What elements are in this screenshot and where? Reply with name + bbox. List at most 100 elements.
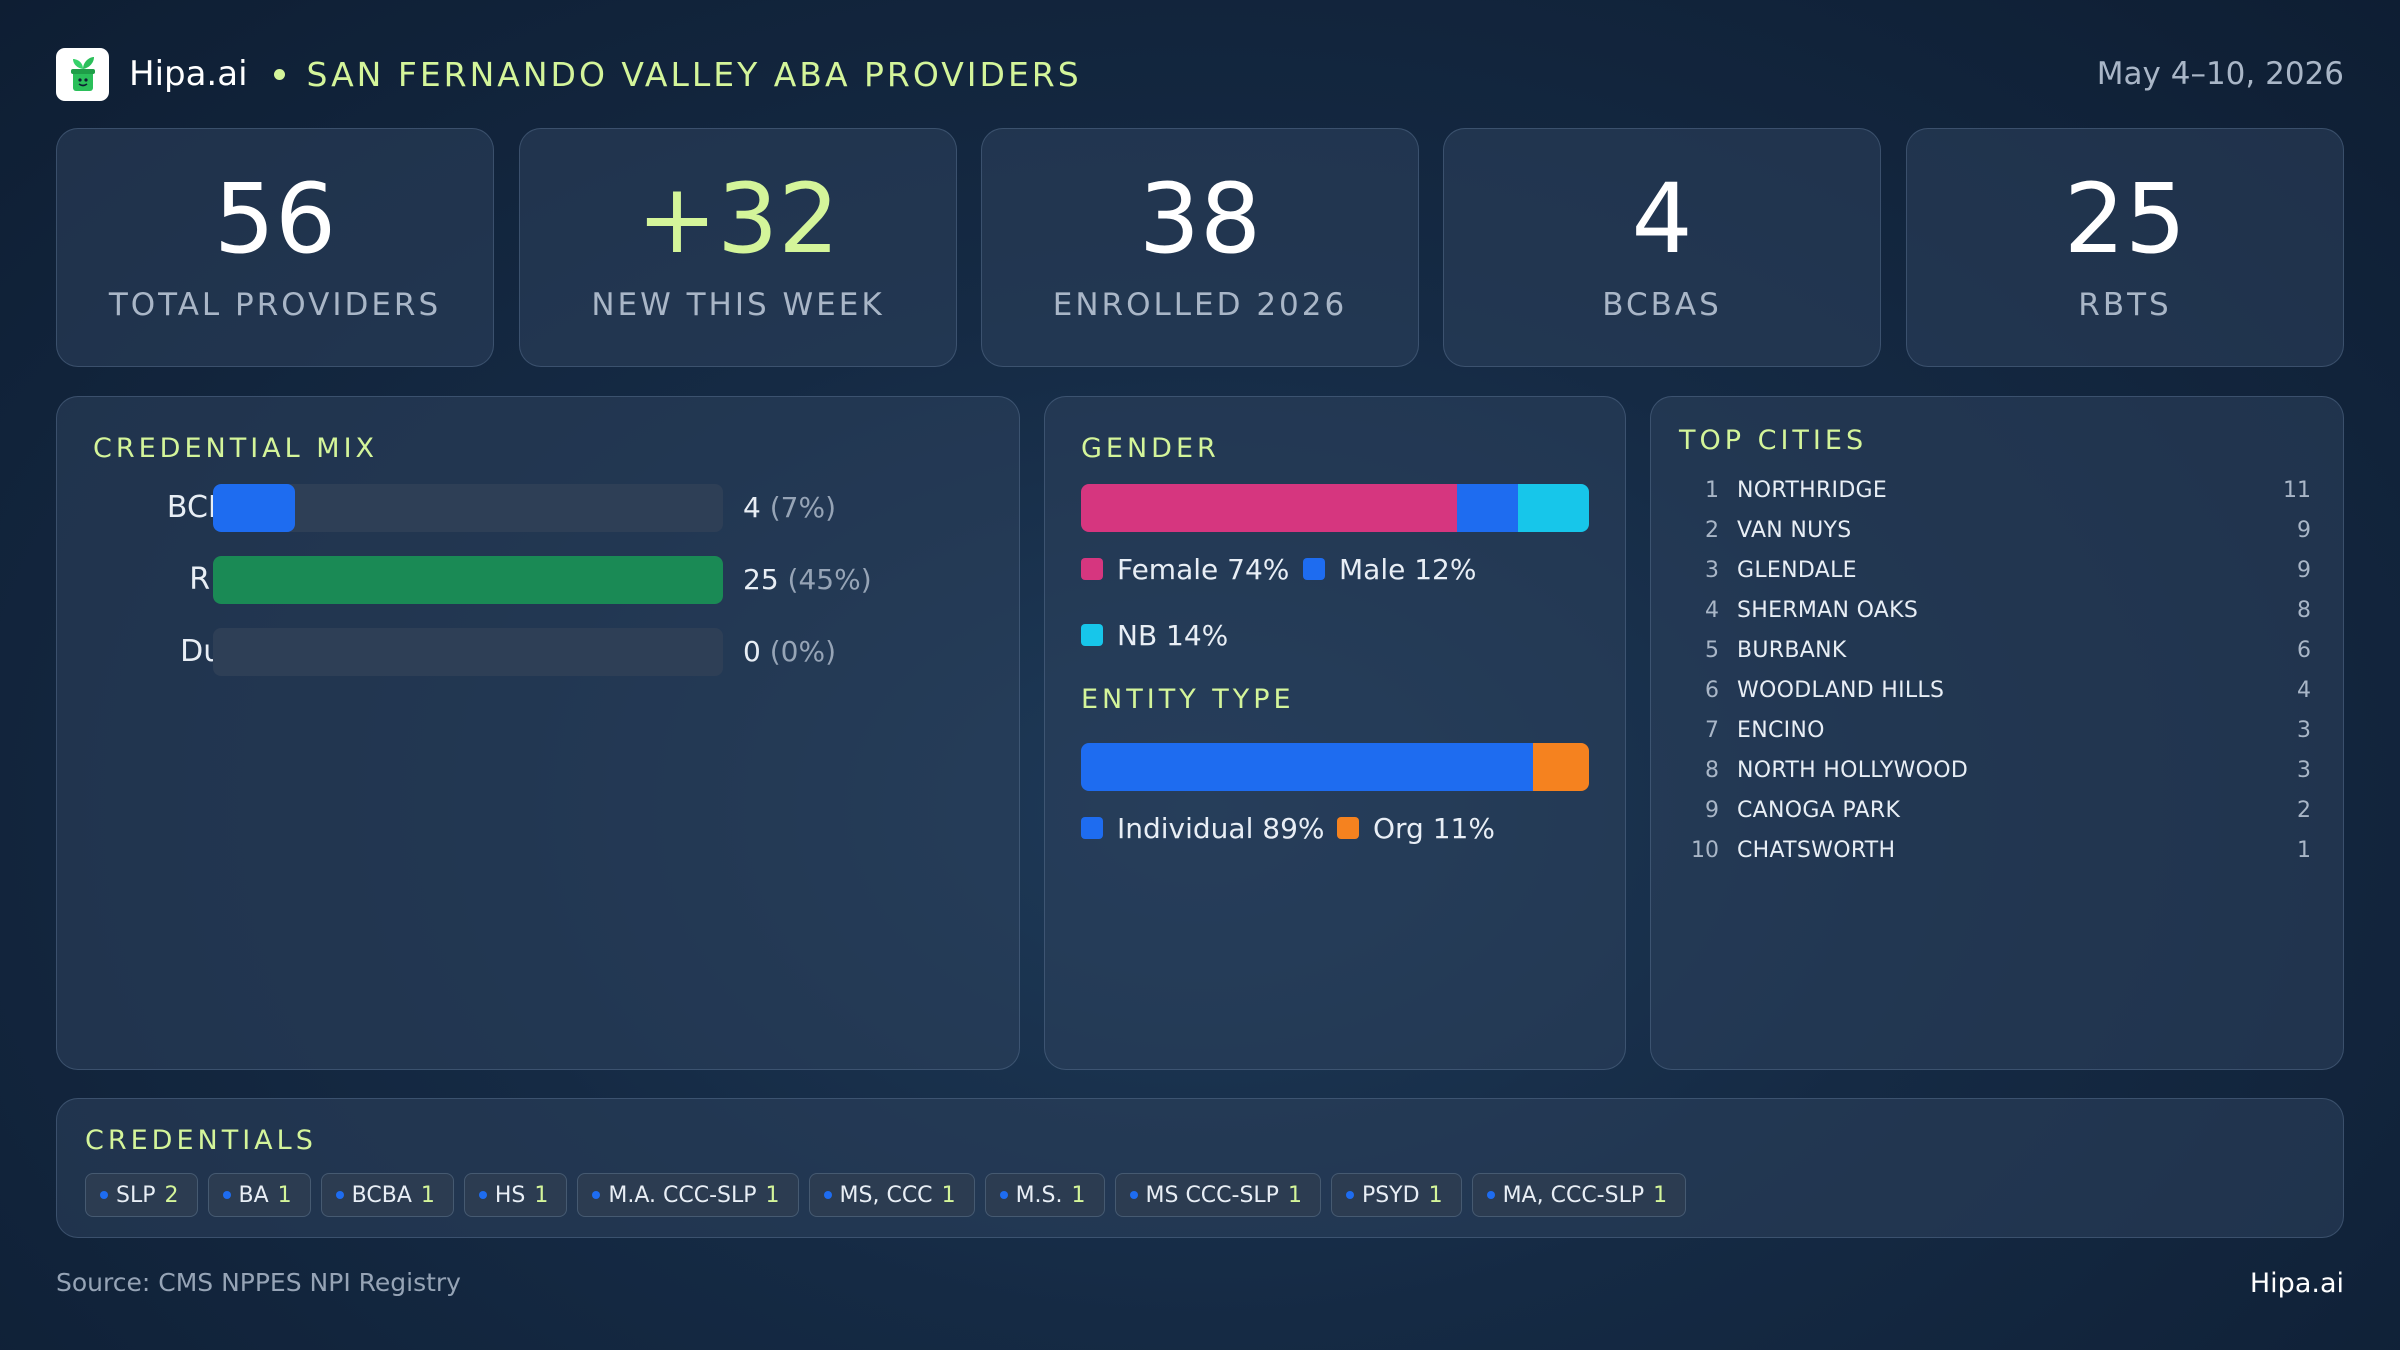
city-row: 5 BURBANK 6 bbox=[1679, 631, 2311, 671]
credential-chip: M.S. 1 bbox=[984, 1173, 1105, 1217]
city-name: CHATSWORTH bbox=[1737, 838, 1896, 863]
city-row: 9 CANOGA PARK 2 bbox=[1679, 791, 2311, 831]
credential-bar-track bbox=[213, 556, 723, 604]
city-name: BURBANK bbox=[1737, 638, 1847, 663]
stat-label: RBTS bbox=[2078, 287, 2172, 323]
chip-count: 1 bbox=[420, 1182, 435, 1208]
city-count: 2 bbox=[2297, 798, 2311, 823]
stat-label: ENROLLED 2026 bbox=[1052, 287, 1348, 323]
top-cities-panel: TOP CITIES 1 NORTHRIDGE 11 2 VAN NUYS 9 3 GLE… bbox=[1650, 396, 2344, 1070]
city-count: 9 bbox=[2297, 558, 2311, 583]
chip-label: BA bbox=[238, 1182, 269, 1208]
city-name: SHERMAN OAKS bbox=[1737, 598, 1919, 623]
data-source: Source: CMS NPPES NPI Registry bbox=[56, 1268, 461, 1297]
credential-row-rbt: RBT 25 (45%) bbox=[57, 556, 1057, 604]
brand-name: Hipa.ai bbox=[129, 54, 248, 94]
chip-count: 1 bbox=[765, 1182, 780, 1208]
chip-label: M.A. CCC-SLP bbox=[608, 1182, 757, 1208]
header: Hipa.ai SAN FERNANDO VALLEY ABA PROVIDER… bbox=[56, 46, 2344, 102]
chip-label: M.S. bbox=[1015, 1182, 1063, 1208]
entity-type-segment bbox=[1533, 743, 1589, 791]
footer-brand: Hipa.ai bbox=[2249, 1268, 2344, 1299]
credential-chip-list: SLP 2 BA 1 BCBA 1 HS 1 M.A. CCC-SLP 1 MS, CCC 1 M.S.… bbox=[85, 1173, 1687, 1217]
legend-label: Org 11% bbox=[1373, 811, 1495, 845]
city-count: 6 bbox=[2297, 638, 2311, 663]
city-row: 3 GLENDALE 9 bbox=[1679, 551, 2311, 591]
legend-swatch bbox=[1081, 558, 1103, 580]
credential-chip: MA, CCC-SLP 1 bbox=[1471, 1173, 1687, 1217]
chip-label: BCBA bbox=[351, 1182, 412, 1208]
gender-segment bbox=[1081, 484, 1457, 532]
gender-title: GENDER bbox=[1081, 433, 1220, 464]
chip-count: 1 bbox=[534, 1182, 549, 1208]
chip-dot bbox=[222, 1191, 231, 1199]
legend-male: Male 12% bbox=[1303, 551, 1476, 587]
chip-dot bbox=[999, 1191, 1008, 1199]
city-row: 7 ENCINO 3 bbox=[1679, 711, 2311, 751]
city-count: 8 bbox=[2297, 598, 2311, 623]
credential-chip: PSYD 1 bbox=[1330, 1173, 1462, 1217]
city-name: NORTH HOLLYWOOD bbox=[1737, 758, 1969, 783]
entity-type-segment bbox=[1081, 743, 1534, 791]
chip-label: MS, CCC bbox=[839, 1182, 933, 1208]
city-count: 4 bbox=[2297, 678, 2311, 703]
chip-dot bbox=[100, 1191, 108, 1199]
credential-count: 4 bbox=[743, 491, 761, 524]
chip-dot bbox=[592, 1191, 601, 1199]
city-name: CANOGA PARK bbox=[1737, 798, 1901, 823]
legend-label: NB 14% bbox=[1117, 618, 1229, 652]
top-cities-title: TOP CITIES bbox=[1679, 425, 1868, 456]
page-title: SAN FERNANDO VALLEY ABA PROVIDERS bbox=[306, 54, 1082, 94]
city-rank: 6 bbox=[1705, 678, 1719, 703]
legend-swatch bbox=[1081, 624, 1103, 646]
city-name: GLENDALE bbox=[1737, 558, 1857, 583]
stat-label: NEW THIS WEEK bbox=[591, 287, 885, 323]
city-row: 1 NORTHRIDGE 11 bbox=[1679, 471, 2311, 511]
credential-chip: BA 1 bbox=[207, 1173, 311, 1217]
credential-percent: (45%) bbox=[787, 563, 872, 596]
chip-dot bbox=[335, 1191, 344, 1199]
credential-percent: (0%) bbox=[769, 635, 837, 668]
chip-dot bbox=[1486, 1191, 1495, 1199]
credential-chip: BCBA 1 bbox=[320, 1173, 454, 1217]
city-rank: 3 bbox=[1705, 558, 1719, 583]
chip-count: 1 bbox=[1653, 1182, 1668, 1208]
stat-card-enrolled-2026: 38 ENROLLED 2026 bbox=[981, 128, 1419, 367]
city-rank: 10 bbox=[1691, 838, 1719, 863]
credential-value: 25 (45%) bbox=[743, 556, 872, 604]
chip-label: PSYD bbox=[1361, 1182, 1420, 1208]
stat-value: 25 bbox=[2063, 163, 2187, 275]
stat-card-bcbas: 4 BCBAS bbox=[1443, 128, 1881, 367]
stat-value: 38 bbox=[1138, 163, 1262, 275]
credential-bar-track bbox=[213, 628, 723, 676]
city-rank: 5 bbox=[1705, 638, 1719, 663]
legend-nb: NB 14% bbox=[1081, 617, 1228, 653]
city-rank: 4 bbox=[1705, 598, 1719, 623]
chip-dot bbox=[478, 1191, 487, 1199]
city-rank: 7 bbox=[1705, 718, 1719, 743]
city-name: VAN NUYS bbox=[1737, 518, 1852, 543]
city-row: 4 SHERMAN OAKS 8 bbox=[1679, 591, 2311, 631]
credential-value: 0 (0%) bbox=[743, 628, 836, 676]
city-row: 2 VAN NUYS 9 bbox=[1679, 511, 2311, 551]
legend-swatch bbox=[1081, 817, 1103, 839]
stat-value: 4 bbox=[1631, 163, 1693, 275]
stat-label: TOTAL PROVIDERS bbox=[108, 287, 442, 323]
credential-value: 4 (7%) bbox=[743, 484, 836, 532]
logo bbox=[56, 47, 109, 101]
city-row: 6 WOODLAND HILLS 4 bbox=[1679, 671, 2311, 711]
credential-count: 25 bbox=[743, 563, 779, 596]
legend-label: Female 74% bbox=[1117, 552, 1290, 586]
credentials-panel: CREDENTIALS SLP 2 BA 1 BCBA 1 HS 1 M.A. CCC-SLP 1… bbox=[56, 1098, 2344, 1238]
city-count: 11 bbox=[2283, 478, 2311, 503]
credential-chip: MS CCC-SLP 1 bbox=[1114, 1173, 1321, 1217]
city-rank: 8 bbox=[1705, 758, 1719, 783]
chip-count: 2 bbox=[164, 1182, 179, 1208]
gender-segment bbox=[1517, 484, 1589, 532]
stat-label: BCBAS bbox=[1602, 287, 1722, 323]
stat-card-new-this-week: +32 NEW THIS WEEK bbox=[519, 128, 957, 367]
chip-dot bbox=[823, 1191, 832, 1199]
city-rank: 9 bbox=[1705, 798, 1719, 823]
stat-card-rbts: 25 RBTS bbox=[1906, 128, 2344, 367]
legend-individual: Individual 89% bbox=[1081, 810, 1325, 846]
